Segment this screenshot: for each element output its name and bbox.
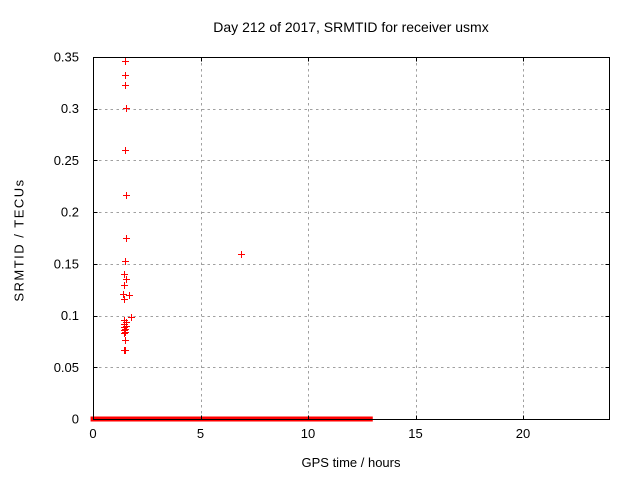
chart-title: Day 212 of 2017, SRMTID for receiver usm…	[213, 19, 489, 35]
data-point-marker	[123, 192, 130, 199]
x-tick-label: 5	[197, 426, 204, 441]
y-tick-label: 0.05	[54, 360, 79, 375]
data-point-marker	[122, 58, 129, 65]
data-point-marker	[122, 147, 129, 154]
data-point-marker	[126, 292, 133, 299]
data-point-marker	[123, 105, 130, 112]
data-point-marker	[121, 282, 128, 289]
data-point-marker	[121, 296, 128, 303]
y-axis-label: SRMTID / TECUs	[11, 178, 27, 302]
y-tick-label: 0.3	[61, 101, 79, 116]
plot-border	[93, 57, 610, 420]
data-point-marker	[120, 291, 127, 298]
data-point-marker	[121, 330, 128, 337]
y-tick-label: 0.35	[54, 50, 79, 65]
data-point-marker	[122, 258, 129, 265]
y-tick-label: 0.2	[61, 205, 79, 220]
data-point-marker	[122, 72, 129, 79]
y-tick-label: 0	[72, 412, 79, 427]
data-point-marker	[122, 82, 129, 89]
data-point-marker	[122, 337, 129, 344]
data-point-marker	[123, 276, 130, 283]
data-point-marker	[123, 235, 130, 242]
data-point-marker	[122, 329, 129, 336]
y-tick-label: 0.15	[54, 256, 79, 271]
x-tick-label: 10	[301, 426, 315, 441]
data-point-marker	[128, 314, 135, 321]
x-tick-label: 0	[89, 426, 96, 441]
x-tick-label: 20	[516, 426, 530, 441]
data-point-marker	[122, 347, 129, 354]
y-tick-label: 0.1	[61, 308, 79, 323]
x-tick-label: 15	[408, 426, 422, 441]
x-axis-label: GPS time / hours	[301, 455, 401, 470]
data-point-marker	[238, 251, 245, 258]
data-point-marker	[121, 271, 128, 278]
y-tick-label: 0.25	[54, 153, 79, 168]
